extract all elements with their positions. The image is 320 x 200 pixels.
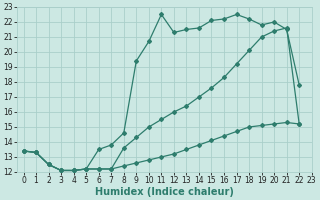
X-axis label: Humidex (Indice chaleur): Humidex (Indice chaleur) [95, 187, 234, 197]
